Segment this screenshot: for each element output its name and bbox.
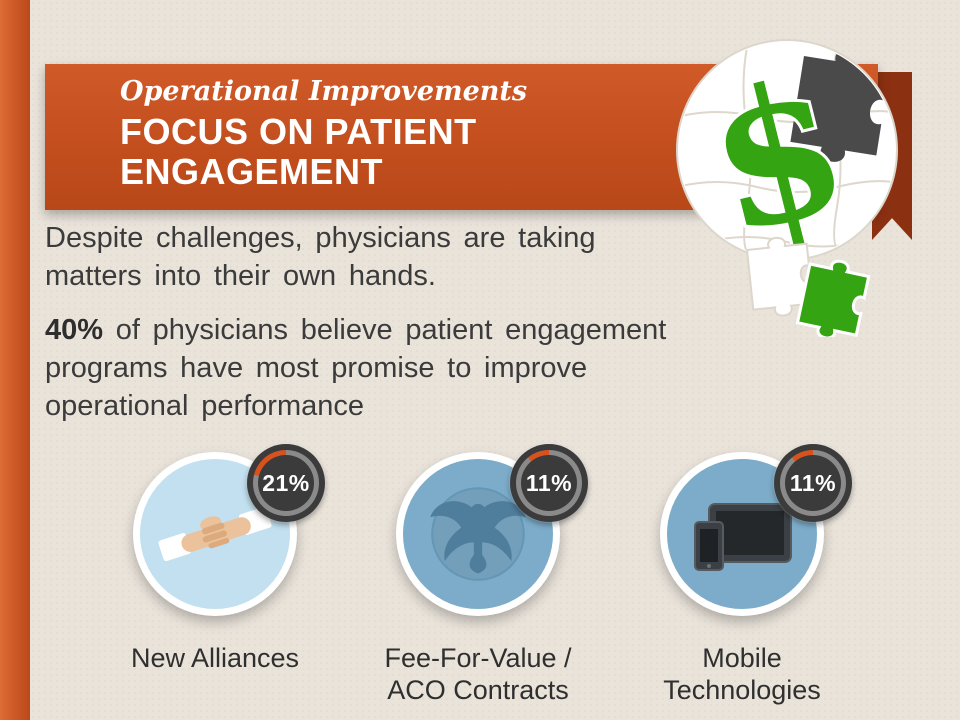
- title-line-1: FOCUS ON PATIENT: [120, 111, 477, 152]
- stat-fee-for-value: 11% Fee-For-Value / ACO Contracts: [348, 444, 608, 714]
- left-accent-bar: [0, 0, 30, 720]
- slide-title: FOCUS ON PATIENT ENGAGEMENT: [120, 112, 878, 191]
- label-mobile-technologies: Mobile Technologies: [612, 642, 872, 707]
- stat-40-percent: 40%: [45, 313, 104, 346]
- white-puzzle-piece: [745, 236, 815, 317]
- label-line-1: Mobile: [702, 643, 782, 673]
- gauge-mobile-technologies: 11%: [774, 444, 852, 522]
- devices-graphic: [694, 503, 792, 571]
- gauge-value: 21%: [258, 455, 314, 511]
- gauge-fee-for-value: 11%: [510, 444, 588, 522]
- p2-line-1: 40% of physicians believe patient engage…: [45, 312, 710, 350]
- p2-line-3: operational performance: [45, 389, 364, 422]
- paragraph-1: Despite challenges, physicians are takin…: [45, 220, 710, 296]
- paragraph-2: 40% of physicians believe patient engage…: [45, 312, 710, 426]
- kicker-text: Operational Improvements: [120, 76, 528, 107]
- p1-line-2: matters into their own hands.: [45, 259, 436, 292]
- stat-new-alliances: 21% New Alliances: [85, 444, 345, 714]
- dollar-puzzle-graphic: $: [676, 39, 898, 337]
- label-line-1: New Alliances: [130, 643, 300, 673]
- missing-puzzle-piece: [790, 49, 890, 162]
- gauge-new-alliances: 21%: [247, 444, 325, 522]
- green-puzzle-piece: [795, 259, 871, 337]
- stat-mobile-technologies: 11% Mobile Technologies: [612, 444, 872, 714]
- gauge-value: 11%: [785, 455, 841, 511]
- label-fee-for-value: Fee-For-Value / ACO Contracts: [348, 642, 608, 707]
- p2-line-1-rest: of physicians believe patient engagement: [103, 313, 667, 346]
- p1-line-1: Despite challenges, physicians are takin…: [45, 222, 596, 254]
- p2-line-2: programs have most promise to improve: [45, 351, 588, 384]
- label-new-alliances: New Alliances: [85, 642, 345, 674]
- eagle-graphic: [430, 487, 526, 581]
- gauge-value: 11%: [521, 455, 577, 511]
- puzzle-sphere-pieces: $: [679, 42, 895, 258]
- label-line-1: Fee-For-Value /: [384, 643, 572, 673]
- title-line-2: ENGAGEMENT: [120, 150, 384, 192]
- label-line-2: Technologies: [663, 675, 821, 706]
- body-copy: Despite challenges, physicians are takin…: [45, 220, 710, 442]
- label-line-2: ACO Contracts: [387, 675, 569, 706]
